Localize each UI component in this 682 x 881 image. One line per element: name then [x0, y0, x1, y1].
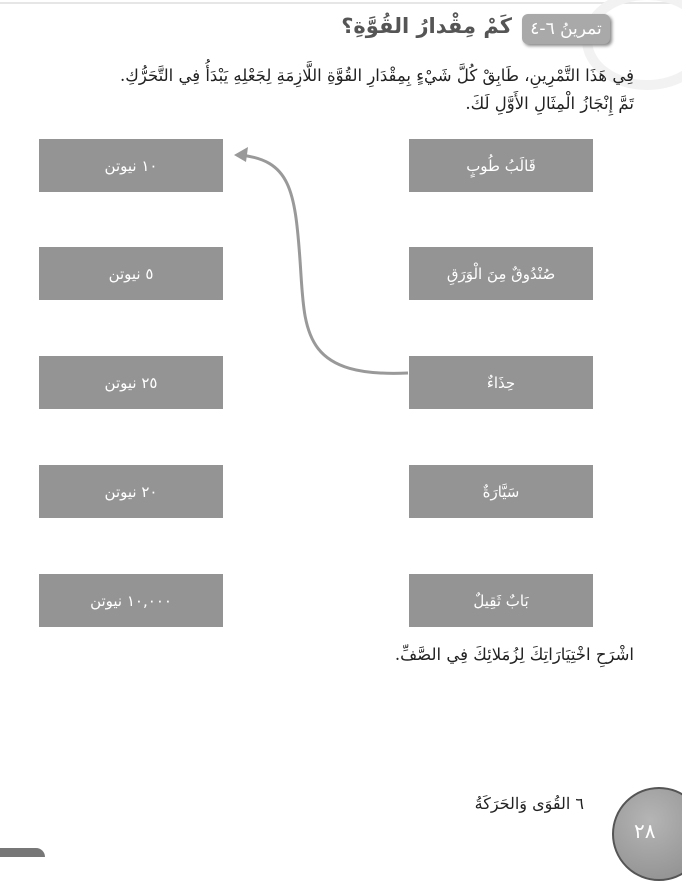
object-box[interactable]: بَابٌ ثَقِيلٌ — [409, 574, 593, 627]
object-box[interactable]: صُنْدُوقٌ مِنَ الْوَرَقِ — [409, 247, 593, 300]
force-box[interactable]: ٢٥ نيوتن — [39, 356, 223, 409]
force-box[interactable]: ٥ نيوتن — [39, 247, 223, 300]
page-number: ٢٨ — [634, 819, 656, 843]
top-rule — [0, 2, 682, 4]
decorative-swirl — [582, 0, 682, 90]
chapter-title: ٦ القُوَى وَالحَرَكَةُ — [474, 794, 584, 813]
instruction-line: تَمَّ إِنْجَازُ الْمِثَالِ الأَوَّلِ لَك… — [465, 94, 634, 113]
corner-decoration — [0, 848, 45, 857]
discussion-prompt: اشْرَحِ اخْتِيَارَاتِكَ لِزُمَلائِكَ فِي… — [394, 645, 634, 664]
page-title: كَمْ مِقْدارُ القُوَّةِ؟ — [341, 14, 512, 38]
instruction-line: فِي هَذَا التَّمْرِينِ، طَابِقْ كُلَّ شَ… — [120, 66, 634, 85]
object-box[interactable]: حِذَاءٌ — [409, 356, 593, 409]
exercise-label: تمرينُ ٦-٤ — [522, 14, 610, 44]
match-arrow — [234, 147, 409, 375]
force-box[interactable]: ١٠ نيوتن — [39, 139, 223, 192]
object-box[interactable]: قَالَبُ طُوبٍ — [409, 139, 593, 192]
arrow-head-icon — [234, 147, 248, 162]
force-box[interactable]: ١٠,٠٠٠ نيوتن — [39, 574, 223, 627]
object-box[interactable]: سَيَّارَةٌ — [409, 465, 593, 518]
force-box[interactable]: ٢٠ نيوتن — [39, 465, 223, 518]
instructions: فِي هَذَا التَّمْرِينِ، طَابِقْ كُلَّ شَ… — [14, 62, 634, 118]
